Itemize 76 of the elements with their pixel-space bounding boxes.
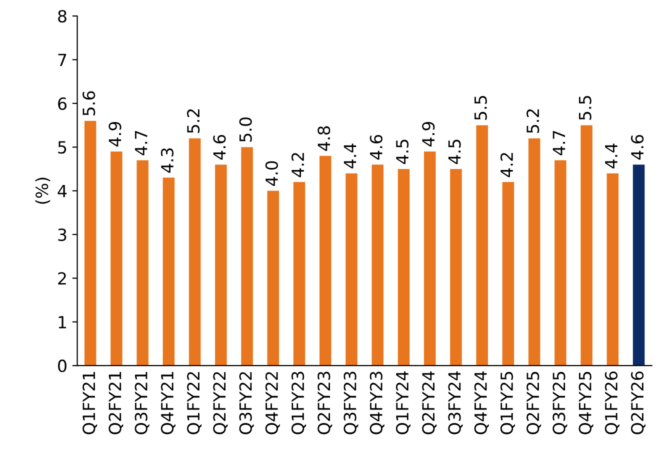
y-tick-label: 7 [58,54,66,66]
y-tick-label: 1 [58,316,66,328]
x-tick-label: Q1FY23 [292,372,306,434]
data-label: 4.9 [422,122,435,146]
data-label: 4.9 [108,122,122,146]
data-label: 5.2 [526,109,540,133]
bar [188,138,201,366]
data-label: 5.5 [474,96,487,120]
x-tick-label: Q3FY24 [448,371,463,434]
x-tick-label: Q2FY21 [108,372,124,434]
x-tick-label: Q1FY22 [187,372,202,434]
data-label: 5.2 [187,109,200,133]
x-tick-label: Q4FY23 [370,372,384,434]
data-label: 5.6 [82,91,96,116]
x-tick-label: Q3FY23 [344,372,358,434]
data-label: 4.0 [265,161,278,186]
data-label: 4.2 [292,153,304,178]
x-tick-label: Q4FY25 [578,372,594,434]
y-tick-label: 5 [58,141,66,154]
bar [528,138,540,366]
x-tick-label: Q2FY25 [526,372,542,434]
x-tick-label: Q3FY22 [239,372,254,434]
x-tick-label: Q3FY21 [134,372,150,434]
x-tick-label: Q2FY22 [213,372,228,434]
bar [398,168,410,366]
y-tick-label: 6 [58,97,67,110]
data-label: 4.4 [344,144,356,168]
data-label: 4.3 [160,148,174,173]
data-label: 5.5 [578,96,592,120]
bar [241,147,253,366]
x-tick-label: Q1FY25 [500,372,515,434]
data-label: 4.4 [605,144,618,168]
y-tick-label: 2 [58,272,66,285]
data-label: 4.7 [135,130,148,156]
x-tick-label: Q2FY24 [422,371,437,434]
data-label: 5.0 [239,118,252,142]
bar [424,151,436,366]
x-tick-label: Q2FY23 [318,372,332,434]
data-label: 4.8 [318,126,330,151]
bar [215,164,227,366]
x-tick-label: Q4FY21 [160,372,176,434]
data-label: 4.6 [370,134,382,160]
bar [293,182,306,366]
data-label: 4.7 [552,130,566,156]
data-label: 4.5 [448,140,461,164]
bar [450,168,462,366]
bar [580,125,592,366]
bar [136,160,148,366]
y-tick-label: 3 [58,228,66,242]
y-axis-title: (%) [35,178,50,204]
bar [554,160,566,366]
x-tick-label: Q2FY26 [631,372,646,434]
bar [162,178,175,366]
x-tick-label: Q1FY24 [396,371,410,434]
bar [372,164,384,366]
bar [110,151,122,366]
x-tick-label: Q1FY26 [604,372,620,434]
y-tick-label: 4 [58,184,67,198]
x-tick-label: Q4FY22 [265,372,280,434]
x-tick-label: Q1FY21 [82,372,98,434]
bar [502,182,514,366]
x-tick-label: Q3FY25 [552,372,568,434]
bar [320,156,332,366]
data-label: 4.5 [396,140,409,164]
y-tick-label: 0 [58,360,66,372]
bar [84,120,96,366]
data-label: 4.6 [631,134,644,160]
data-label: 4.6 [213,134,226,160]
bar [346,173,358,366]
bar [606,173,619,366]
bar [267,190,280,366]
data-label: 4.2 [500,153,513,178]
x-tick-label: Q4FY24 [474,371,489,434]
bar [476,125,488,366]
bar [632,164,645,366]
y-tick-label: 8 [58,10,66,23]
